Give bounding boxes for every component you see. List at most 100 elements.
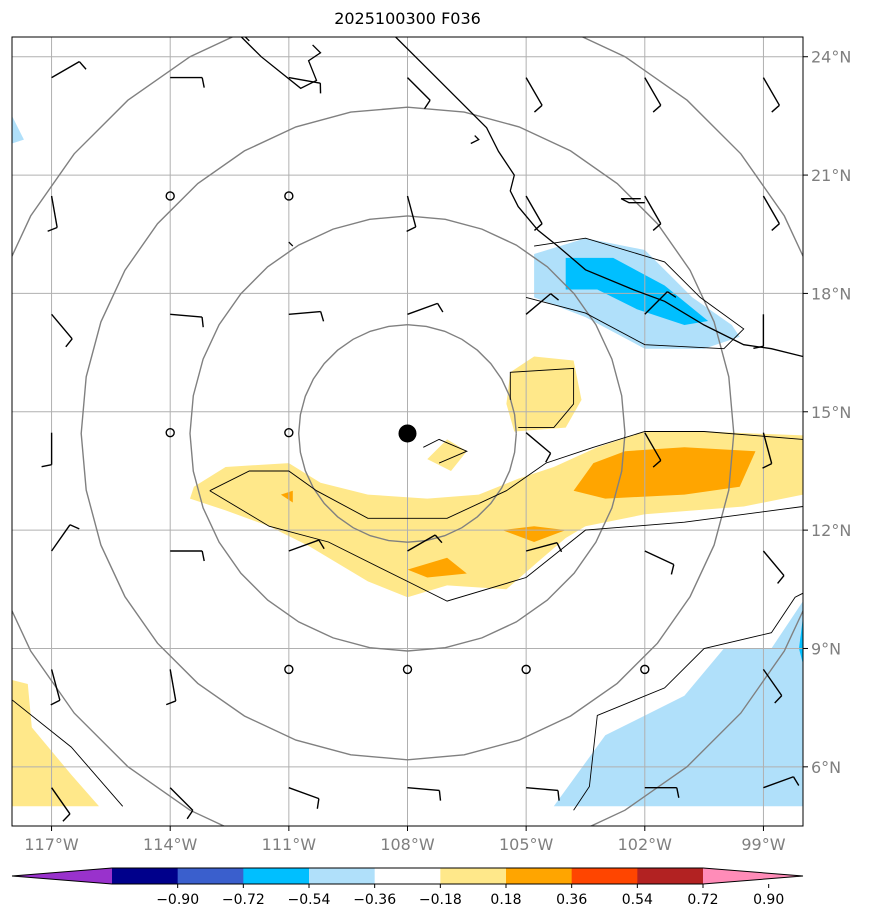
wind-barb bbox=[406, 195, 417, 233]
storm-center-marker bbox=[398, 424, 417, 443]
wind-barb bbox=[288, 787, 320, 809]
contour-line bbox=[525, 237, 745, 350]
wind-barb bbox=[407, 77, 431, 110]
positive-anomaly-core bbox=[280, 490, 293, 503]
wind-barb bbox=[762, 432, 773, 469]
calm-wind-circle bbox=[402, 664, 413, 675]
lat-tick-label: 15°N bbox=[811, 403, 851, 422]
negative-anomaly-corner bbox=[12, 115, 24, 144]
colorbar-tick-label: 0.54 bbox=[622, 892, 653, 908]
lon-tick-label: 108°W bbox=[380, 835, 435, 854]
coastline bbox=[470, 135, 480, 145]
colorbar-extend-high bbox=[703, 868, 803, 884]
wind-barb bbox=[288, 310, 325, 322]
wind-barb bbox=[525, 542, 563, 553]
wind-barb bbox=[526, 787, 560, 801]
positive-anomaly-sw bbox=[12, 680, 99, 807]
lat-tick-label: 24°N bbox=[811, 48, 851, 67]
colorbar-segment bbox=[571, 868, 638, 884]
calm-wind-circle bbox=[284, 191, 294, 201]
colorbar-tick-label: −0.54 bbox=[288, 892, 331, 908]
calm-wind-circle bbox=[284, 664, 294, 675]
range-rings bbox=[12, 37, 803, 826]
wind-barbs bbox=[41, 60, 800, 822]
lat-tick-label: 18°N bbox=[811, 284, 851, 303]
lon-tick-label: 117°W bbox=[24, 835, 79, 854]
coastline bbox=[288, 241, 294, 247]
colorbar-tick-label: 0.90 bbox=[753, 892, 784, 908]
wind-barb bbox=[47, 195, 58, 232]
wind-barb bbox=[41, 432, 53, 468]
wind-barb bbox=[525, 293, 560, 315]
colorbar-tick-label: 0.36 bbox=[556, 892, 587, 908]
calm-wind-circle bbox=[640, 664, 650, 675]
wind-barb bbox=[407, 534, 443, 552]
wind-barb bbox=[763, 776, 800, 789]
colorbar-extend-low bbox=[12, 868, 112, 884]
wind-barb bbox=[288, 76, 322, 94]
negative-anomaly-edge bbox=[799, 616, 803, 665]
colorbar-tick-label: 0.72 bbox=[687, 892, 718, 908]
positive-anomaly-core bbox=[573, 447, 756, 499]
wind-barb bbox=[762, 668, 783, 704]
storm-center-dot bbox=[398, 424, 417, 443]
wind-barb bbox=[644, 195, 662, 231]
lon-tick-label: 105°W bbox=[499, 835, 554, 854]
colorbar-outline bbox=[11, 867, 804, 885]
map-title: 2025100300 F036 bbox=[334, 9, 481, 28]
wind-barb bbox=[51, 524, 80, 552]
coastlines bbox=[240, 37, 803, 358]
wind-barb bbox=[166, 669, 177, 706]
coastline bbox=[240, 37, 322, 90]
wind-barb bbox=[644, 432, 662, 468]
coastline bbox=[395, 37, 803, 358]
coastline bbox=[620, 198, 645, 204]
wind-barb bbox=[525, 77, 543, 113]
lon-tick-label: 99°W bbox=[741, 835, 785, 854]
wind-barb bbox=[170, 313, 204, 328]
latitude-ticks: 24°N 21°N 18°N 15°N 12°N 9°N 6°N bbox=[803, 48, 851, 777]
colorbar-segment bbox=[506, 868, 573, 884]
colorbar-segment bbox=[374, 868, 441, 884]
colorbar-tick-label: −0.72 bbox=[222, 892, 265, 908]
colorbar-tick-label: −0.36 bbox=[353, 892, 396, 908]
colorbar-segment bbox=[112, 868, 179, 884]
lon-tick-label: 114°W bbox=[143, 835, 198, 854]
contour-line bbox=[573, 592, 803, 811]
range-ring bbox=[189, 215, 626, 652]
colorbar-segment bbox=[637, 868, 704, 884]
wind-barb bbox=[169, 787, 194, 820]
wind-barb bbox=[762, 550, 785, 584]
positive-anomaly-small bbox=[427, 439, 467, 471]
wind-barb bbox=[407, 302, 444, 315]
calm-wind-circle bbox=[165, 191, 175, 201]
colorbar: −0.90 −0.72 −0.54 −0.36 −0.18 0.18 0.36 0.54 0.7… bbox=[11, 867, 804, 908]
contour-line bbox=[12, 699, 124, 807]
contour-line bbox=[209, 431, 803, 519]
wind-barb bbox=[407, 787, 442, 801]
lat-tick-label: 9°N bbox=[811, 639, 841, 658]
colorbar-segment bbox=[309, 868, 376, 884]
range-ring bbox=[80, 106, 735, 761]
range-ring bbox=[12, 37, 803, 826]
wind-barb bbox=[51, 60, 87, 79]
calm-wind-circle bbox=[284, 427, 294, 438]
wind-barb bbox=[51, 787, 71, 822]
wind-barb bbox=[288, 539, 325, 552]
wind-barb bbox=[170, 550, 205, 562]
wind-barb bbox=[644, 291, 677, 315]
coastline bbox=[244, 37, 250, 42]
lon-tick-label: 102°W bbox=[618, 835, 673, 854]
lat-tick-label: 12°N bbox=[811, 521, 851, 540]
contour-lines bbox=[12, 237, 803, 811]
colorbar-segment bbox=[177, 868, 244, 884]
range-ring bbox=[297, 323, 517, 543]
wind-barb bbox=[51, 313, 73, 348]
wind-barb bbox=[525, 432, 552, 463]
lon-tick-label: 111°W bbox=[262, 835, 317, 854]
longitude-ticks: 117°W 114°W 111°W 108°W 105°W 102°W 99°W bbox=[24, 826, 786, 854]
wind-barb bbox=[644, 787, 680, 798]
gridlines bbox=[12, 37, 803, 826]
colorbar-tick-label: −0.18 bbox=[419, 892, 462, 908]
